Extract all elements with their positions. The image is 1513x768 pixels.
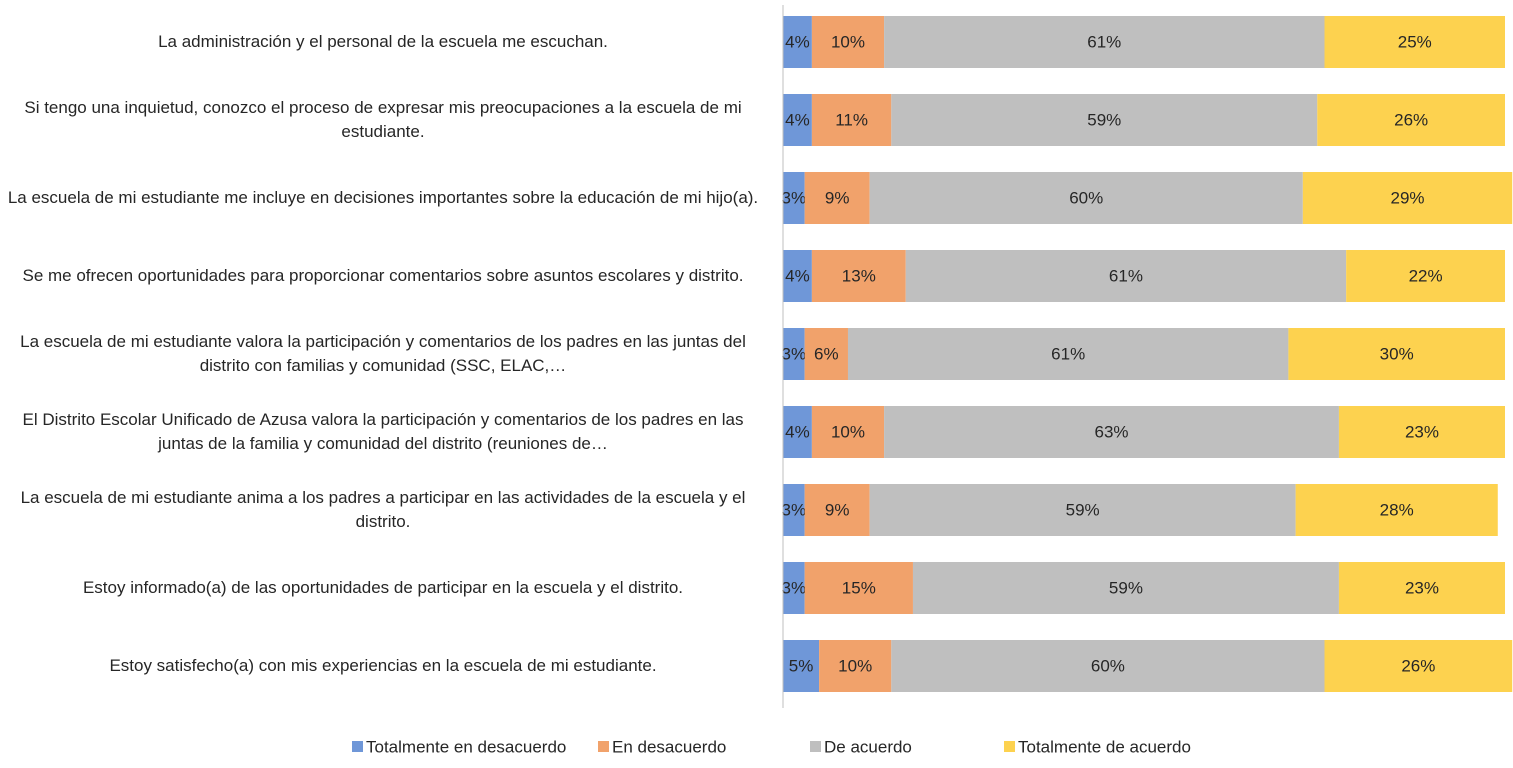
bar-segment	[811, 250, 906, 302]
data-label: 10%	[838, 656, 872, 675]
data-label: 59%	[1109, 578, 1143, 597]
bar-segment	[884, 406, 1339, 458]
legend-swatch	[810, 741, 821, 752]
data-label: 11%	[835, 110, 868, 129]
data-label: 59%	[1066, 500, 1100, 519]
data-label: 61%	[1087, 32, 1121, 51]
data-label: 60%	[1091, 656, 1125, 675]
data-label: 22%	[1409, 266, 1443, 285]
legend-label: Totalmente de acuerdo	[1018, 737, 1191, 756]
bar-segment	[1324, 16, 1505, 68]
bar-segment	[1317, 94, 1505, 146]
bar-segment	[783, 16, 812, 68]
bar-segment	[1346, 250, 1505, 302]
data-label: 28%	[1380, 500, 1414, 519]
bar-segment	[1324, 640, 1513, 692]
bar-segment	[811, 94, 892, 146]
bar-segment	[869, 172, 1303, 224]
bar-segment	[783, 640, 820, 692]
legend-label: En desacuerdo	[612, 737, 726, 756]
data-label: 15%	[842, 578, 876, 597]
bar-segment	[891, 94, 1318, 146]
data-label: 26%	[1394, 110, 1428, 129]
data-label: 3%	[782, 344, 807, 363]
data-label: 26%	[1401, 656, 1435, 675]
data-label: 9%	[825, 500, 850, 519]
data-label: 4%	[785, 422, 810, 441]
bar-segment	[1338, 406, 1505, 458]
bar-segment	[1338, 562, 1505, 614]
data-label: 25%	[1398, 32, 1432, 51]
data-label: 61%	[1051, 344, 1085, 363]
data-label: 4%	[785, 266, 810, 285]
category-label: Estoy satisfecho(a) con mis experiencias…	[109, 656, 657, 675]
bar-segment	[884, 16, 1325, 68]
bar-segment	[819, 640, 892, 692]
data-label: 3%	[782, 500, 807, 519]
legend-label: De acuerdo	[824, 737, 912, 756]
bar-segment	[804, 172, 870, 224]
bar-segment	[905, 250, 1347, 302]
data-label: 60%	[1069, 188, 1103, 207]
data-label: 3%	[782, 578, 807, 597]
category-label: La escuela de mi estudiante valora la pa…	[20, 332, 746, 375]
data-label: 59%	[1087, 110, 1121, 129]
bar-segment	[783, 250, 812, 302]
data-label: 4%	[785, 110, 810, 129]
data-label: 30%	[1380, 344, 1414, 363]
bar-segment	[811, 406, 885, 458]
bar-segment	[804, 562, 913, 614]
data-label: 13%	[842, 266, 876, 285]
bar-segment	[804, 484, 870, 536]
bar-segment	[1288, 328, 1505, 380]
bar-segment	[869, 484, 1296, 536]
category-label: La escuela de mi estudiante anima a los …	[20, 488, 746, 531]
data-label: 4%	[785, 32, 810, 51]
data-label: 63%	[1094, 422, 1128, 441]
bar-segment	[811, 16, 885, 68]
bar-segment	[804, 328, 848, 380]
bar-segment	[783, 406, 812, 458]
bar-segment	[783, 328, 805, 380]
category-label: La administración y el personal de la es…	[158, 32, 608, 51]
data-label: 9%	[825, 188, 850, 207]
bar-segment	[1302, 172, 1513, 224]
data-label: 29%	[1391, 188, 1425, 207]
bar-segment	[783, 484, 805, 536]
bar-segment	[912, 562, 1339, 614]
category-label: Si tengo una inquietud, conozco el proce…	[24, 98, 742, 141]
data-label: 61%	[1109, 266, 1143, 285]
bar-segment	[783, 172, 805, 224]
bar-segment	[1295, 484, 1498, 536]
category-label: El Distrito Escolar Unificado de Azusa v…	[22, 410, 744, 453]
bar-segment	[847, 328, 1289, 380]
data-label: 23%	[1405, 422, 1439, 441]
category-label: Estoy informado(a) de las oportunidades …	[82, 578, 684, 597]
data-label: 3%	[782, 188, 807, 207]
legend-swatch	[1004, 741, 1015, 752]
category-label: La escuela de mi estudiante me incluye e…	[7, 188, 759, 207]
data-label: 6%	[814, 344, 839, 363]
data-label: 10%	[831, 32, 865, 51]
data-label: 23%	[1405, 578, 1439, 597]
data-label: 5%	[789, 656, 814, 675]
data-label: 10%	[831, 422, 865, 441]
legend-swatch	[352, 741, 363, 752]
bar-segment	[891, 640, 1325, 692]
legend-swatch	[598, 741, 609, 752]
bar-segment	[783, 94, 812, 146]
category-label: Se me ofrecen oportunidades para proporc…	[22, 266, 744, 285]
legend-label: Totalmente en desacuerdo	[366, 737, 566, 756]
bar-segment	[783, 562, 805, 614]
